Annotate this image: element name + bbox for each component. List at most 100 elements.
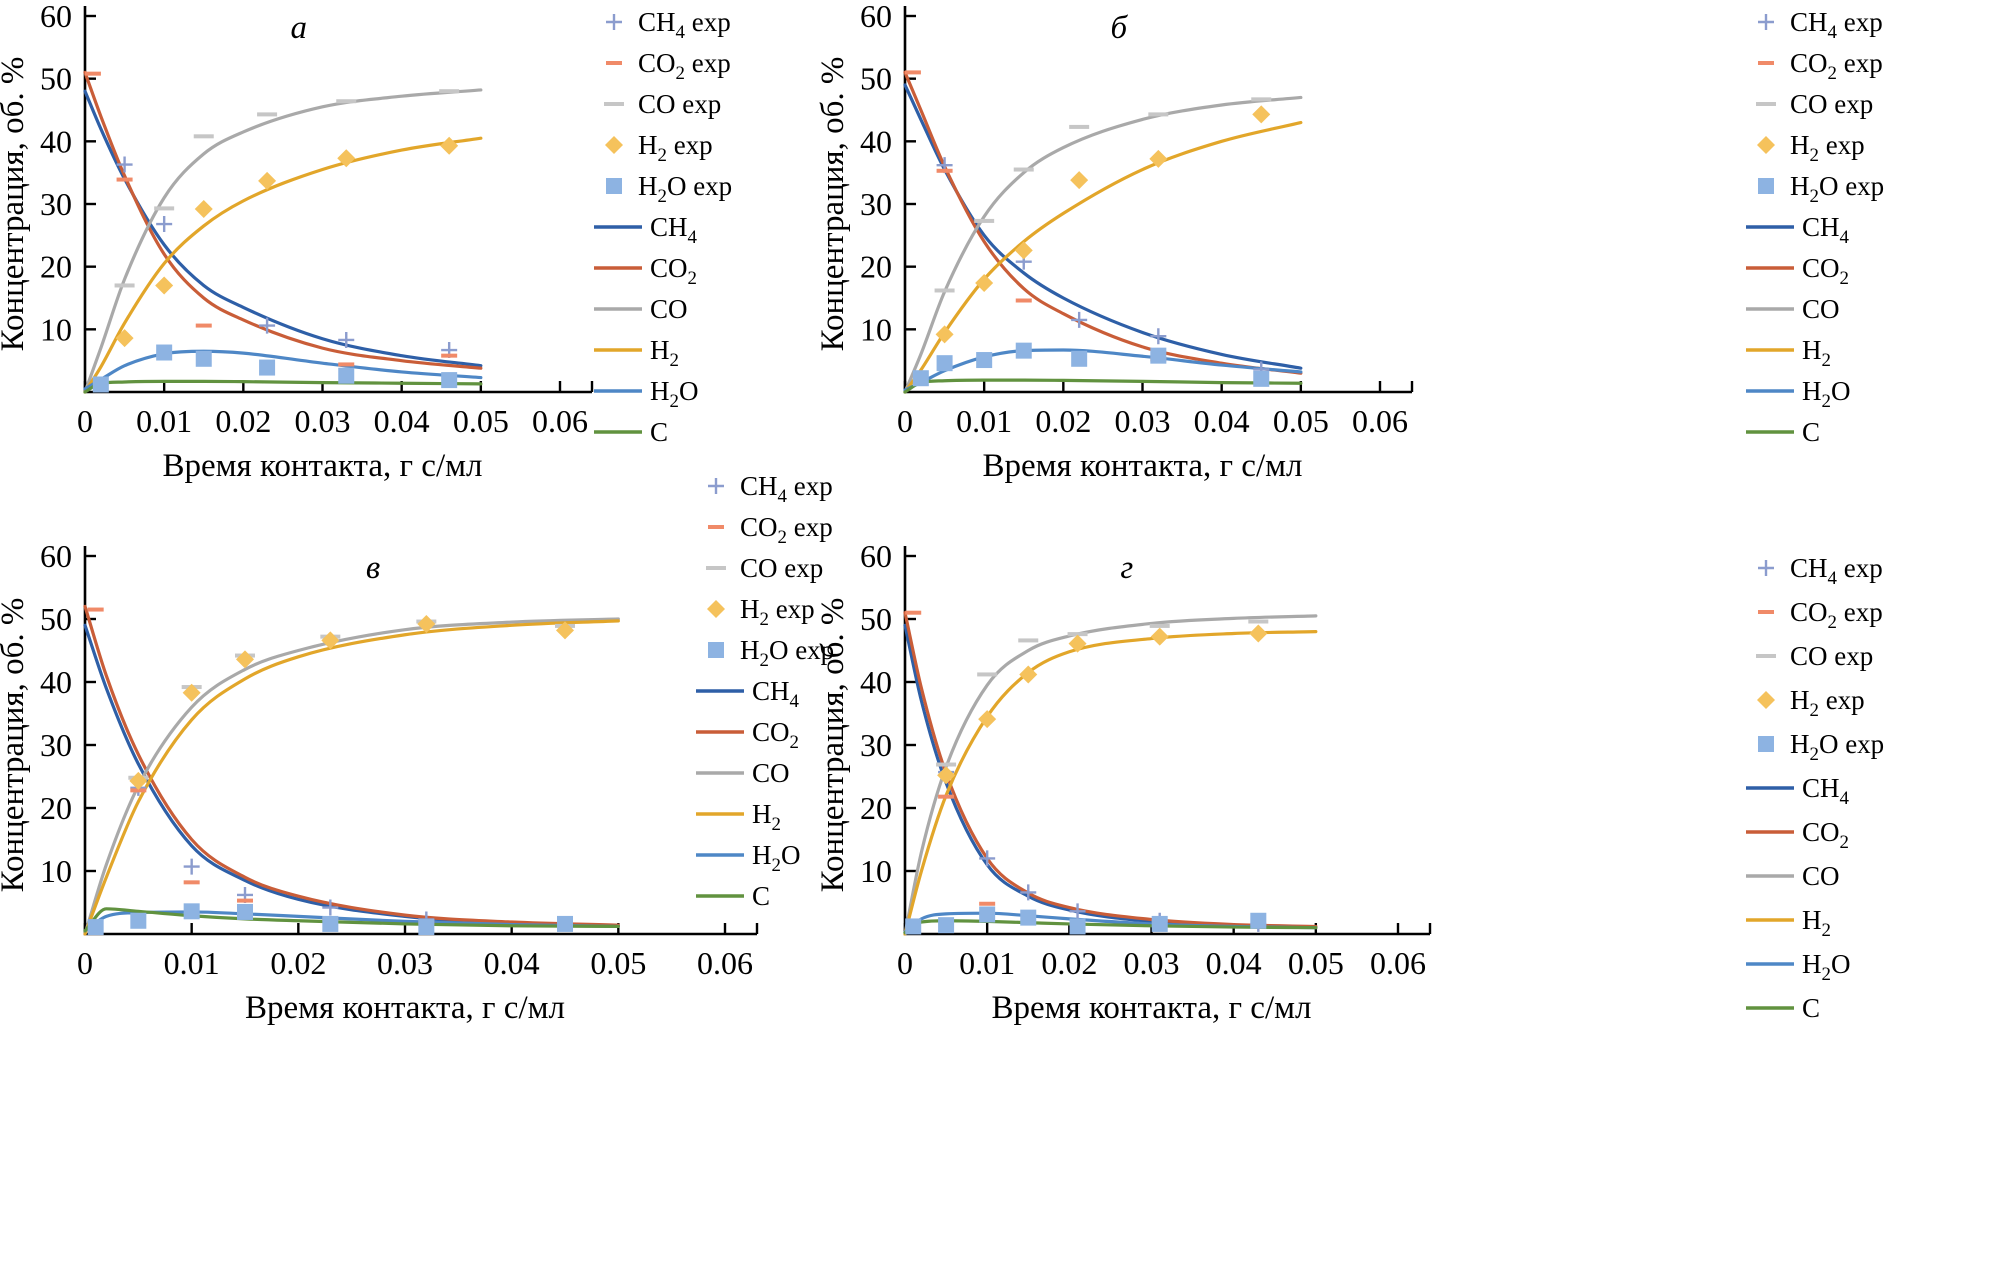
legend-marker-h2o-exp [708,642,724,658]
marker-h2-exp [975,273,994,292]
legend-marker-co2-exp [1758,61,1774,65]
x-tick-label: 0.01 [959,945,1015,981]
legend-label-ch4-exp: CH4 exp [1790,553,1883,589]
marker-h2-exp [937,766,956,785]
marker-co2-exp [904,70,921,75]
x-tick-label: 0.02 [270,945,326,981]
legend-label-h2: H2 [1802,335,1831,371]
x-tick-label: 0.05 [590,945,646,981]
legend-label-ch4: CH4 [1802,773,1850,809]
marker-co-exp [1013,167,1034,172]
legend-label-h2o-exp: H2O exp [638,171,732,207]
x-tick-label: 0.06 [532,403,588,439]
marker-co-exp [439,89,460,94]
legend-label-ch4: CH4 [650,212,698,248]
marker-co-exp [977,672,998,677]
marker-h2o-exp [938,917,955,934]
legend-label-h2: H2 [650,335,679,371]
marker-ch4-exp [322,899,339,916]
marker-h2o-exp [976,352,993,369]
legend-label-ch4-exp: CH4 exp [740,471,833,507]
x-tick-label: 0.03 [1124,945,1180,981]
curve-h2 [903,630,1318,936]
marker-h2-exp [129,771,148,790]
x-tick-label: 0.04 [484,945,540,981]
marker-h2o-exp [130,912,147,929]
marker-ch4-exp [259,317,276,334]
y-tick-label: 50 [40,61,72,97]
legend-marker-co2-exp [1758,610,1774,614]
marker-h2-exp [1068,634,1087,653]
marker-h2o-exp [418,919,435,936]
legend-marker-ch4-exp [1758,560,1774,576]
marker-h2o-exp [195,350,212,367]
marker-ch4-exp [1020,884,1037,901]
x-tick-label: 0.06 [697,945,753,981]
legend-label-co: CO [1802,294,1840,324]
marker-ch4-exp [116,156,133,173]
marker-co2-exp [905,610,922,615]
marker-h2o-exp [1253,370,1270,387]
marker-co-exp [974,218,995,223]
y-tick-label: 10 [860,853,892,889]
y-axis-label: Концентрация, об. % [815,57,851,352]
axes [83,546,757,936]
x-tick-label: 0.05 [1288,945,1344,981]
marker-h2-exp [258,171,277,190]
marker-co2-exp [338,362,355,367]
panel-г: 0 0.01 0.02 0.03 0.04 0.05 0.06 10 20 30 40 50 60 Вре… [815,538,1884,1026]
marker-h2-exp [1252,105,1271,124]
marker-h2-exp [1070,171,1089,190]
legend-label-co2-exp: CO2 exp [1790,48,1883,84]
marker-ch4-exp [156,216,173,233]
y-axis-label: Концентрация, об. % [0,57,31,352]
marker-h2-exp [978,710,997,729]
curve-co2 [903,70,1303,375]
curve-co2 [83,604,620,927]
marker-co2-exp [441,353,458,358]
legend-label-h2o-exp: H2O exp [740,635,834,671]
marker-h2o-exp [1151,915,1168,932]
legend-marker-co-exp [1756,654,1776,658]
marker-co-exp [1148,112,1169,117]
marker-h2o-exp [156,344,173,361]
marker-h2o-exp [87,919,104,936]
x-tick-label: 0.03 [295,403,351,439]
x-tick-label: 0.05 [453,403,509,439]
marker-co-exp [1248,619,1269,624]
legend-а: CH4 exp CO2 exp CO exp H2 exp H2O exp CH4 CO2 C… [594,7,732,447]
panel-title: в [366,550,380,586]
marker-h2-exp [1149,149,1168,168]
legend-label-h2o-exp: H2O exp [1790,171,1884,207]
legend-label-co-exp: CO exp [1790,641,1873,671]
panel-title: б [1110,10,1128,46]
marker-h2-exp [1150,627,1169,646]
x-tick-label: 0.01 [136,403,192,439]
marker-ch4-exp [979,850,996,867]
marker-co2-exp [87,607,104,612]
x-tick-label: 0.06 [1370,945,1426,981]
y-tick-label: 10 [860,311,892,347]
marker-ch4-exp [183,858,200,875]
curve-ch4 [903,83,1303,370]
marker-h2-exp [1019,665,1038,684]
marker-co-exp [1251,97,1272,102]
marker-h2-exp [337,149,356,168]
legend-marker-co-exp [604,102,624,106]
legend-label-ch4-exp: CH4 exp [638,7,731,43]
legend-label-h2o: H2O [1802,376,1850,412]
legend-label-h2-exp: H2 exp [638,130,713,166]
curve-ch4 [83,89,483,368]
x-tick-label: 0.03 [1115,403,1171,439]
legend-label-ch4: CH4 [752,676,800,712]
legend-marker-h2-exp [1757,136,1775,154]
x-tick-label: 0.04 [374,403,430,439]
marker-co2-exp [237,898,253,903]
y-tick-label: 30 [40,186,72,222]
legend-label-co2-exp: CO2 exp [638,48,731,84]
legend-label-c: C [1802,417,1820,447]
marker-h2o-exp [1015,342,1032,359]
y-tick-label: 60 [860,538,892,574]
marker-h2o-exp [237,903,253,920]
x-tick-label: 0.02 [1041,945,1097,981]
